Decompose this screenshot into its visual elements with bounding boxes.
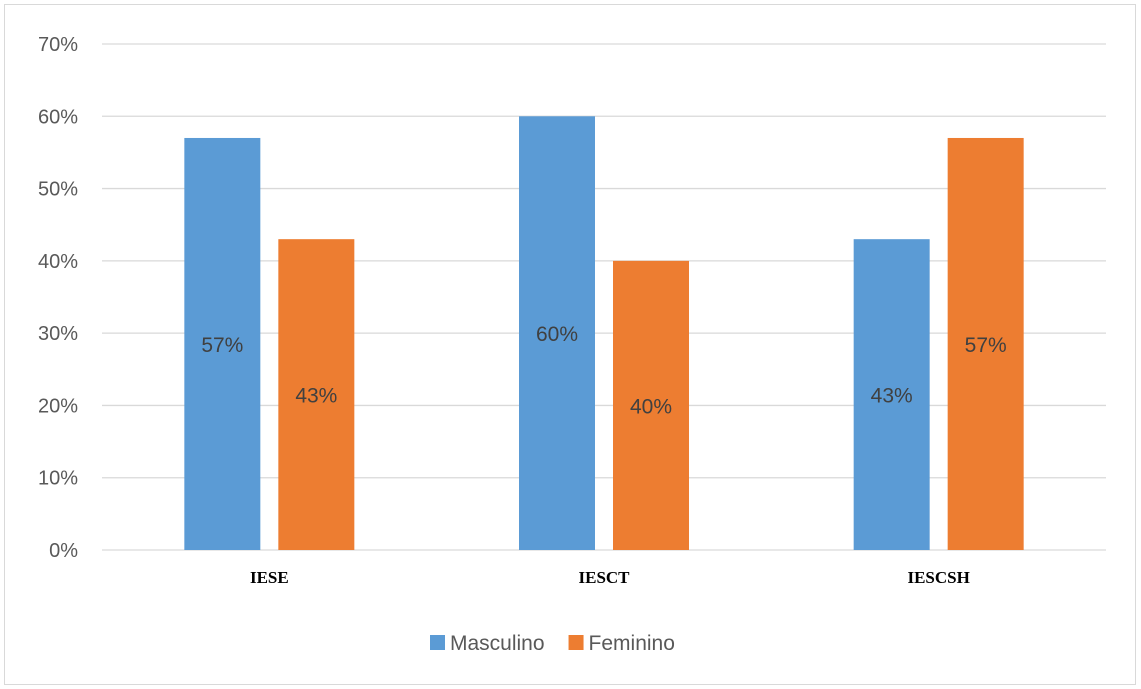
y-tick-label: 20% — [38, 395, 78, 417]
bar-feminino-iesct — [613, 260, 689, 550]
bar-masculino-iese — [184, 137, 261, 550]
bar-feminino-iescsh — [947, 137, 1024, 550]
data-label: 43% — [295, 385, 337, 408]
y-tick-label: 50% — [38, 179, 78, 201]
bar-masculino-iescsh — [853, 239, 930, 550]
x-category-label: IESE — [250, 568, 289, 587]
legend-label-feminino: Feminino — [589, 632, 675, 655]
bar-masculino-iesct — [519, 116, 595, 551]
y-tick-label: 40% — [38, 251, 78, 273]
data-label: 40% — [630, 395, 672, 418]
data-label: 57% — [965, 334, 1007, 357]
legend-label-masculino: Masculino — [450, 632, 545, 655]
legend-swatch-feminino — [568, 635, 584, 650]
legend-swatch-masculino — [430, 635, 445, 650]
data-label: 60% — [536, 323, 578, 346]
y-tick-label: 70% — [38, 34, 78, 56]
bar-feminino-iese — [278, 239, 355, 550]
y-tick-label: 30% — [38, 323, 78, 345]
y-tick-label: 60% — [38, 106, 78, 128]
y-tick-label: 10% — [38, 468, 78, 490]
x-category-label: IESCT — [578, 568, 630, 587]
x-category-label: IESCSH — [907, 568, 969, 587]
data-label: 57% — [201, 334, 243, 357]
data-label: 43% — [871, 385, 913, 408]
y-tick-label: 0% — [49, 540, 78, 562]
